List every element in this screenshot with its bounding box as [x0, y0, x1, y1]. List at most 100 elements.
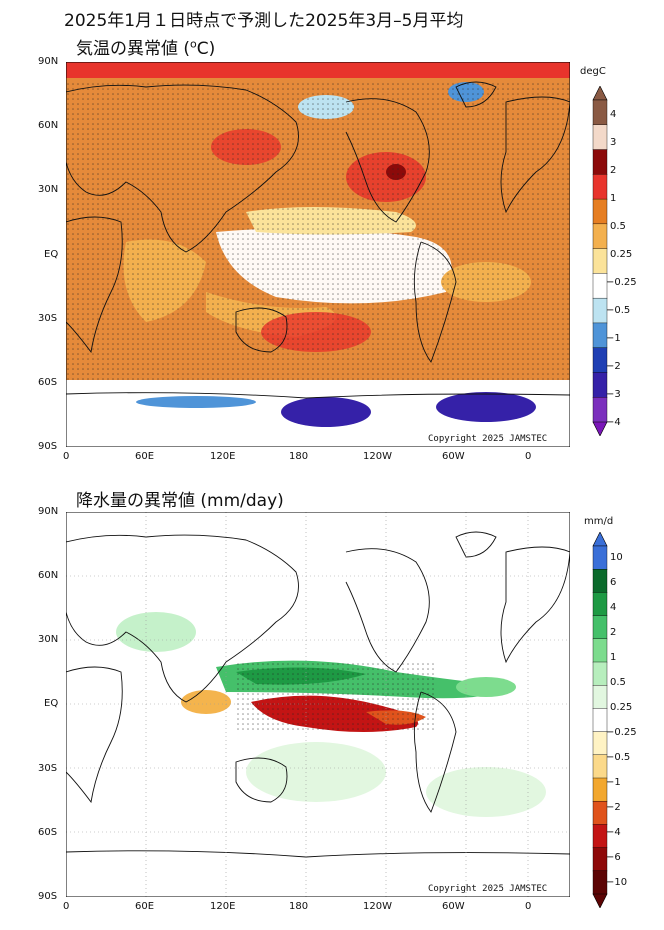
- colorbar-segment: [592, 708, 608, 733]
- precip-cb-label: −1: [606, 777, 621, 788]
- temperature-colorbar-labels: 4 3 2 1 0.5 0.25 −0.25 −0.5 −1 −2 −3 −4: [606, 86, 660, 436]
- colorbar-segment: [592, 248, 608, 274]
- temp-lat-tick: 60S: [38, 377, 58, 388]
- colorbar-top-tip: [592, 532, 608, 547]
- temp-lon-tick: 0: [63, 451, 70, 462]
- precip-cb-label: 4: [610, 602, 617, 613]
- temp-lat-tick: 90N: [38, 56, 59, 67]
- temp-lon-tick: 120E: [210, 451, 236, 462]
- temp-lon-tick: 60E: [135, 451, 155, 462]
- precip-lat-tick: 30N: [38, 634, 59, 645]
- temp-cb-label: −1: [606, 333, 621, 344]
- precipitation-copyright: Copyright 2025 JAMSTEC: [428, 884, 548, 894]
- colorbar-segment: [592, 174, 608, 200]
- figure-title: 2025年1月１日時点で予測した2025年3月–5月平均: [64, 11, 464, 31]
- colorbar-top-tip: [592, 86, 608, 101]
- degree-symbol: o: [190, 37, 197, 51]
- temperature-colorbar-unit: degC: [580, 66, 606, 77]
- temp-cb-label: 4: [610, 109, 617, 120]
- temp-cb-label: 3: [610, 137, 617, 148]
- temperature-title-text: 気温の異常値 (: [76, 39, 191, 59]
- precip-lon-tick: 120E: [210, 901, 236, 912]
- colorbar-segment: [592, 684, 608, 709]
- precip-cb-label: 0.5: [610, 677, 626, 688]
- temp-cb-label: 0.25: [610, 249, 633, 260]
- atlantic-wet: [456, 677, 516, 697]
- temperature-copyright: Copyright 2025 JAMSTEC: [428, 434, 548, 444]
- southern-ocean-neutral: [66, 380, 570, 394]
- colorbar-segment: [592, 824, 608, 849]
- temp-lat-tick: 30S: [38, 313, 58, 324]
- asia-light-wet: [116, 612, 196, 652]
- colorbar-segment: [592, 615, 608, 640]
- temp-lat-tick: 30N: [38, 184, 59, 195]
- precip-cb-label: −2: [606, 802, 621, 813]
- colorbar-segment: [592, 847, 608, 872]
- weddell-sea-cold: [436, 392, 536, 422]
- temp-lon-tick: 60W: [442, 451, 465, 462]
- maritime-dry: [181, 690, 231, 714]
- temp-cb-label: −0.25: [606, 277, 637, 288]
- colorbar-segment: [592, 149, 608, 175]
- colorbar-segment: [592, 99, 608, 126]
- colorbar-segment: [592, 322, 608, 349]
- precip-significance-stippling: [236, 662, 436, 732]
- colorbar-segment: [592, 297, 608, 324]
- precip-cb-label: 1: [610, 652, 617, 663]
- precip-cb-label: 2: [610, 627, 617, 638]
- colorbar-segment: [592, 731, 608, 756]
- precip-lat-tick: 30S: [38, 763, 58, 774]
- precip-cb-label: −4: [606, 827, 621, 838]
- temp-cb-label: −2: [606, 361, 621, 372]
- colorbar-segment: [592, 870, 608, 895]
- precip-cb-label: 6: [610, 577, 617, 588]
- precip-lat-tick: EQ: [44, 698, 59, 709]
- precip-coastlines: [66, 531, 570, 858]
- precip-lon-tick: 0: [63, 901, 70, 912]
- colorbar-segment: [592, 661, 608, 686]
- temp-cb-label: −4: [606, 417, 621, 428]
- colorbar-segment: [592, 273, 608, 299]
- precip-cb-label: −10: [606, 877, 628, 888]
- precip-cb-label: −6: [606, 852, 621, 863]
- temp-lat-tick: EQ: [44, 249, 59, 260]
- precip-cb-label: 10: [610, 552, 623, 563]
- precip-lon-tick: 60W: [442, 901, 465, 912]
- east-antarctic-cool: [136, 396, 256, 408]
- colorbar-segment: [592, 592, 608, 617]
- precipitation-colorbar-labels: 10 6 4 2 1 0.5 0.25 −0.25 −0.5 −1 −2 −4 …: [606, 532, 660, 908]
- precipitation-colorbar: [592, 532, 608, 908]
- colorbar-bottom-tip: [592, 893, 608, 908]
- temp-cb-label: −0.5: [606, 305, 631, 316]
- colorbar-segment: [592, 347, 608, 373]
- precip-lat-tick: 60S: [38, 827, 58, 838]
- colorbar-segment: [592, 545, 608, 570]
- temp-lon-tick: 180: [289, 451, 309, 462]
- colorbar-segment: [592, 777, 608, 802]
- temperature-title-unit: C): [196, 39, 216, 59]
- colorbar-segment: [592, 754, 608, 779]
- temp-cb-label: 0.5: [610, 221, 626, 232]
- precip-cb-label: −0.25: [606, 727, 637, 738]
- precipitation-map: [66, 512, 570, 897]
- temperature-map: [66, 62, 570, 447]
- coastlines: [66, 81, 570, 399]
- precip-lat-tick: 90N: [38, 506, 59, 517]
- temperature-colorbar: [592, 86, 608, 436]
- temp-lat-tick: 60N: [38, 120, 59, 131]
- precip-lat-tick: 60N: [38, 570, 59, 581]
- graticule: [66, 512, 570, 897]
- precipitation-colorbar-unit: mm/d: [584, 516, 614, 527]
- colorbar-segment: [592, 223, 608, 250]
- colorbar-bottom-tip: [592, 421, 608, 436]
- arctic-warm-band: [66, 62, 570, 78]
- south-atlantic-light-wet: [426, 767, 546, 817]
- precip-lon-tick: 180: [289, 901, 309, 912]
- temperature-panel-title: 気温の異常値 (oC): [76, 34, 215, 59]
- precip-lon-tick: 60E: [135, 901, 155, 912]
- colorbar-segment: [592, 569, 608, 593]
- precip-cb-label: 0.25: [610, 702, 633, 713]
- colorbar-segment: [592, 397, 608, 423]
- temp-cb-label: −3: [606, 389, 621, 400]
- precipitation-panel-title: 降水量の異常値 (mm/day): [76, 491, 284, 511]
